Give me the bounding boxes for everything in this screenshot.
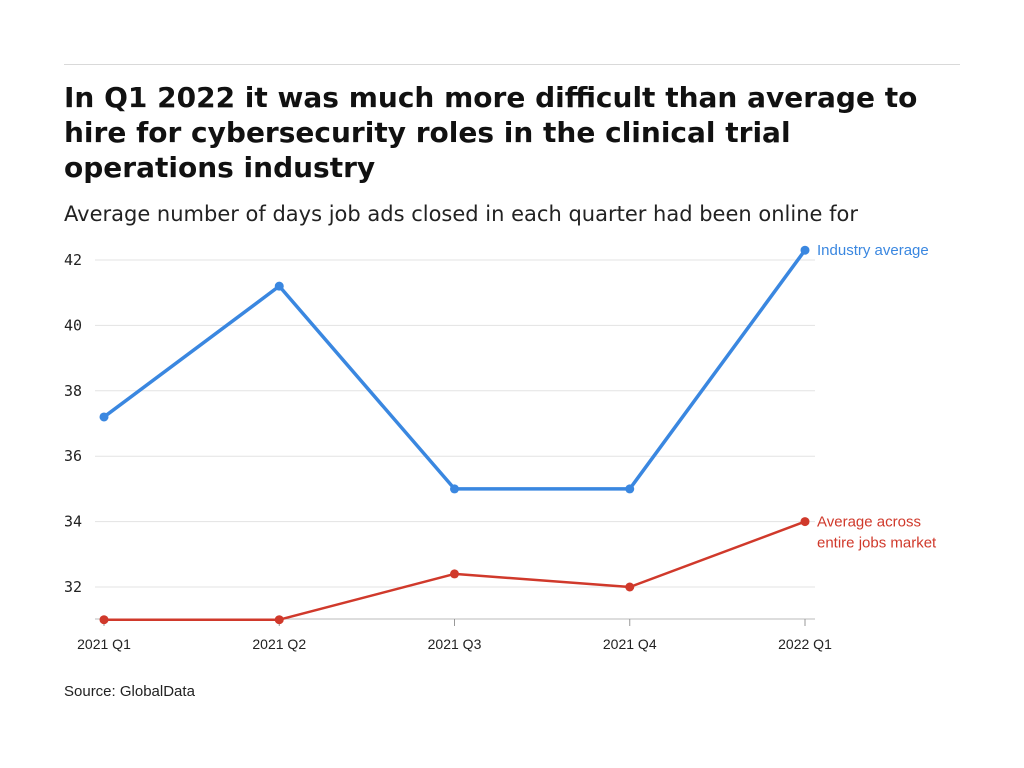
y-tick-label: 38: [64, 382, 82, 400]
chart-title: In Q1 2022 it was much more difficult th…: [64, 81, 918, 184]
x-tick-label: 2021 Q2: [252, 636, 306, 652]
data-point: [625, 582, 635, 592]
data-point: [99, 412, 109, 422]
data-point: [625, 484, 635, 494]
data-point: [450, 484, 459, 494]
y-tick-label: 34: [64, 513, 82, 531]
x-tick-label: 2021 Q4: [603, 636, 657, 652]
y-tick-label: 36: [64, 447, 82, 465]
data-point: [450, 569, 459, 579]
chart-subtitle: Average number of days job ads closed in…: [64, 202, 858, 226]
series-label: entire jobs market: [817, 535, 937, 552]
x-tick-label: 2021 Q3: [428, 636, 482, 652]
top-divider: [64, 64, 960, 65]
data-point: [800, 517, 810, 527]
x-tick-label: 2022 Q1: [778, 636, 832, 652]
series-label: Industry average: [817, 242, 929, 259]
data-point: [274, 281, 284, 291]
x-tick-label: 2021 Q1: [77, 636, 131, 652]
y-tick-label: 40: [64, 316, 82, 334]
y-tick-label: 42: [64, 251, 82, 269]
series-line: [102, 249, 807, 491]
source-note: Source: GlobalData: [64, 683, 195, 700]
data-point: [800, 245, 810, 255]
y-tick-label: 32: [64, 578, 82, 596]
series-label: Average across: [817, 514, 921, 531]
data-point: [99, 615, 109, 625]
data-point: [274, 615, 284, 625]
